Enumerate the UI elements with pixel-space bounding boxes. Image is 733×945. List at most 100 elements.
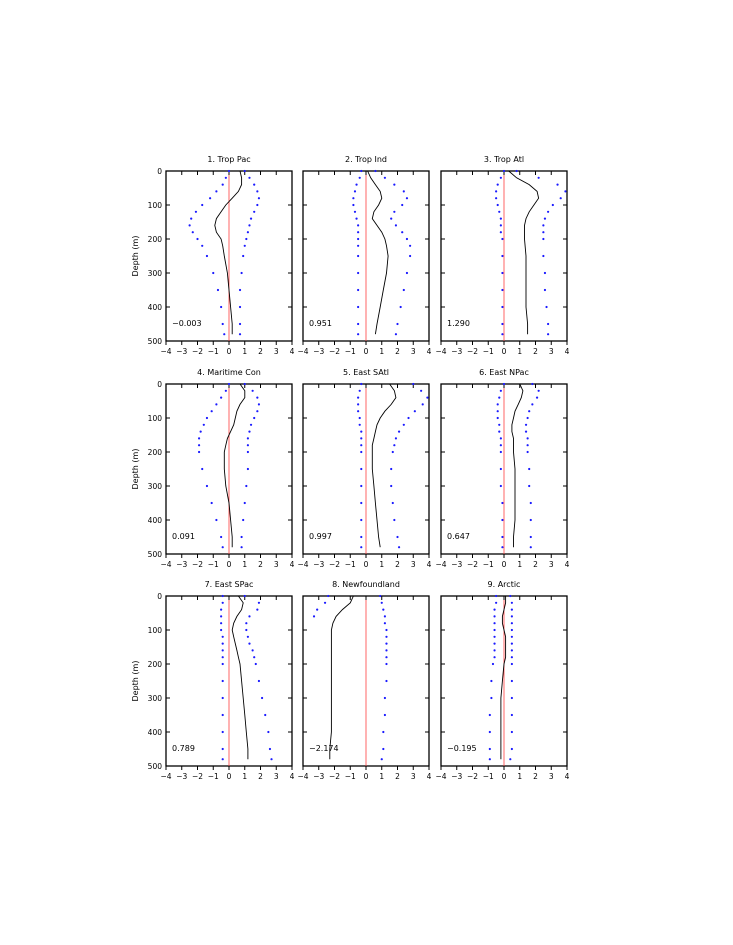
y-tick-label: 300: [148, 482, 163, 491]
upper-bound-dot: [537, 176, 540, 179]
lower-bound-dot: [488, 758, 491, 761]
lower-bound-dot: [194, 210, 198, 213]
x-tick-label: 2: [258, 560, 263, 569]
lower-bound-dot: [357, 271, 360, 275]
upper-bound-dot: [529, 501, 532, 505]
upper-bound-dot: [405, 237, 409, 241]
lower-bound-dot: [224, 389, 227, 392]
lower-bound-dot: [491, 662, 495, 666]
upper-bound-dot: [260, 696, 264, 700]
lower-bound-dot: [216, 288, 220, 292]
x-tick-label: 3: [274, 772, 279, 781]
x-tick-label: 2: [395, 347, 400, 356]
x-tick-label: −2: [467, 560, 478, 569]
panel-title: 5. East SAtl: [343, 368, 389, 377]
lower-bound-dot: [502, 169, 506, 173]
lower-bound-dot: [360, 518, 363, 522]
upper-bound-dot: [253, 656, 256, 659]
upper-bound-dot: [405, 197, 409, 200]
lower-bound-dot: [498, 430, 501, 433]
x-tick-label: 4: [427, 772, 432, 781]
y-tick-label: 300: [148, 269, 163, 278]
x-tick-label: 4: [290, 347, 295, 356]
upper-bound-dot: [248, 615, 251, 618]
lower-bound-dot: [221, 322, 224, 326]
lower-bound-dot: [358, 176, 361, 179]
upper-bound-dot: [526, 437, 529, 440]
x-tick-label: 0: [227, 772, 232, 781]
lower-bound-dot: [499, 389, 502, 392]
upper-bound-dot: [510, 747, 513, 751]
x-tick-label: −2: [329, 560, 340, 569]
lower-bound-dot: [360, 484, 363, 488]
x-tick-label: 0: [502, 347, 507, 356]
lower-bound-dot: [197, 450, 201, 454]
lower-bound-dot: [353, 210, 357, 213]
lower-bound-dot: [221, 635, 224, 638]
upper-bound-dot: [426, 396, 429, 399]
lower-bound-dot: [197, 444, 201, 447]
upper-bound-dot: [510, 679, 513, 683]
upper-bound-dot: [264, 713, 267, 717]
lower-bound-dot: [220, 396, 223, 399]
mean-profile-line: [511, 383, 524, 548]
lower-bound-dot: [501, 237, 504, 241]
lower-bound-dot: [221, 758, 224, 761]
x-tick-label: 0: [502, 560, 507, 569]
lower-bound-dot: [357, 254, 360, 258]
upper-bound-dot: [559, 197, 562, 200]
lower-bound-dot: [357, 403, 360, 406]
x-tick-label: −2: [329, 347, 340, 356]
upper-bound-dot: [531, 403, 534, 406]
upper-bound-dot: [374, 169, 377, 173]
x-tick-label: 2: [533, 560, 538, 569]
upper-bound-dot: [528, 484, 531, 488]
upper-bound-dot: [402, 288, 405, 292]
lower-bound-dot: [190, 217, 193, 220]
upper-bound-dot: [529, 535, 532, 539]
upper-bound-dot: [382, 608, 385, 611]
lower-bound-dot: [502, 382, 506, 386]
lower-bound-dot: [488, 730, 491, 734]
upper-bound-dot: [246, 635, 249, 638]
y-tick-label: 300: [148, 694, 163, 703]
lower-bound-dot: [221, 730, 224, 734]
x-tick-label: −2: [467, 772, 478, 781]
lower-bound-dot: [493, 656, 496, 659]
x-tick-label: 0: [502, 772, 507, 781]
lower-bound-dot: [221, 662, 224, 666]
lower-bound-dot: [499, 217, 502, 220]
lower-bound-dot: [358, 389, 361, 392]
x-tick-label: −4: [297, 560, 308, 569]
x-tick-label: 2: [258, 772, 263, 781]
upper-bound-dot: [524, 430, 528, 433]
lower-bound-dot: [205, 484, 209, 488]
upper-bound-dot: [380, 758, 383, 761]
lower-bound-dot: [357, 322, 360, 326]
upper-bound-dot: [243, 501, 246, 505]
panel-3: −4 −3 −2 −1 0 1 2 3 4 3. Trop Atl 1.290: [435, 155, 569, 356]
lower-bound-dot: [488, 713, 491, 717]
upper-bound-dot: [385, 656, 388, 659]
y-tick-label: 200: [148, 448, 163, 457]
lower-bound-dot: [360, 444, 363, 447]
x-tick-label: −4: [160, 772, 171, 781]
x-tick-label: −2: [192, 772, 203, 781]
lower-bound-dot: [327, 594, 330, 598]
lower-bound-dot: [490, 696, 493, 700]
upper-bound-dot: [238, 288, 242, 292]
x-tick-label: 3: [549, 772, 554, 781]
upper-bound-dot: [412, 382, 415, 386]
panel-value: −2.174: [309, 744, 339, 753]
upper-bound-dot: [383, 622, 386, 625]
x-tick-label: −1: [483, 772, 494, 781]
x-tick-label: 1: [517, 772, 522, 781]
panel-title: 7. East SPac: [205, 580, 254, 589]
upper-bound-dot: [510, 662, 513, 666]
mean-profile-line: [500, 596, 507, 760]
lower-bound-dot: [220, 615, 223, 618]
upper-bound-dot: [242, 518, 245, 522]
lower-bound-dot: [499, 437, 502, 440]
upper-bound-dot: [402, 423, 405, 426]
x-tick-label: 0: [364, 347, 369, 356]
